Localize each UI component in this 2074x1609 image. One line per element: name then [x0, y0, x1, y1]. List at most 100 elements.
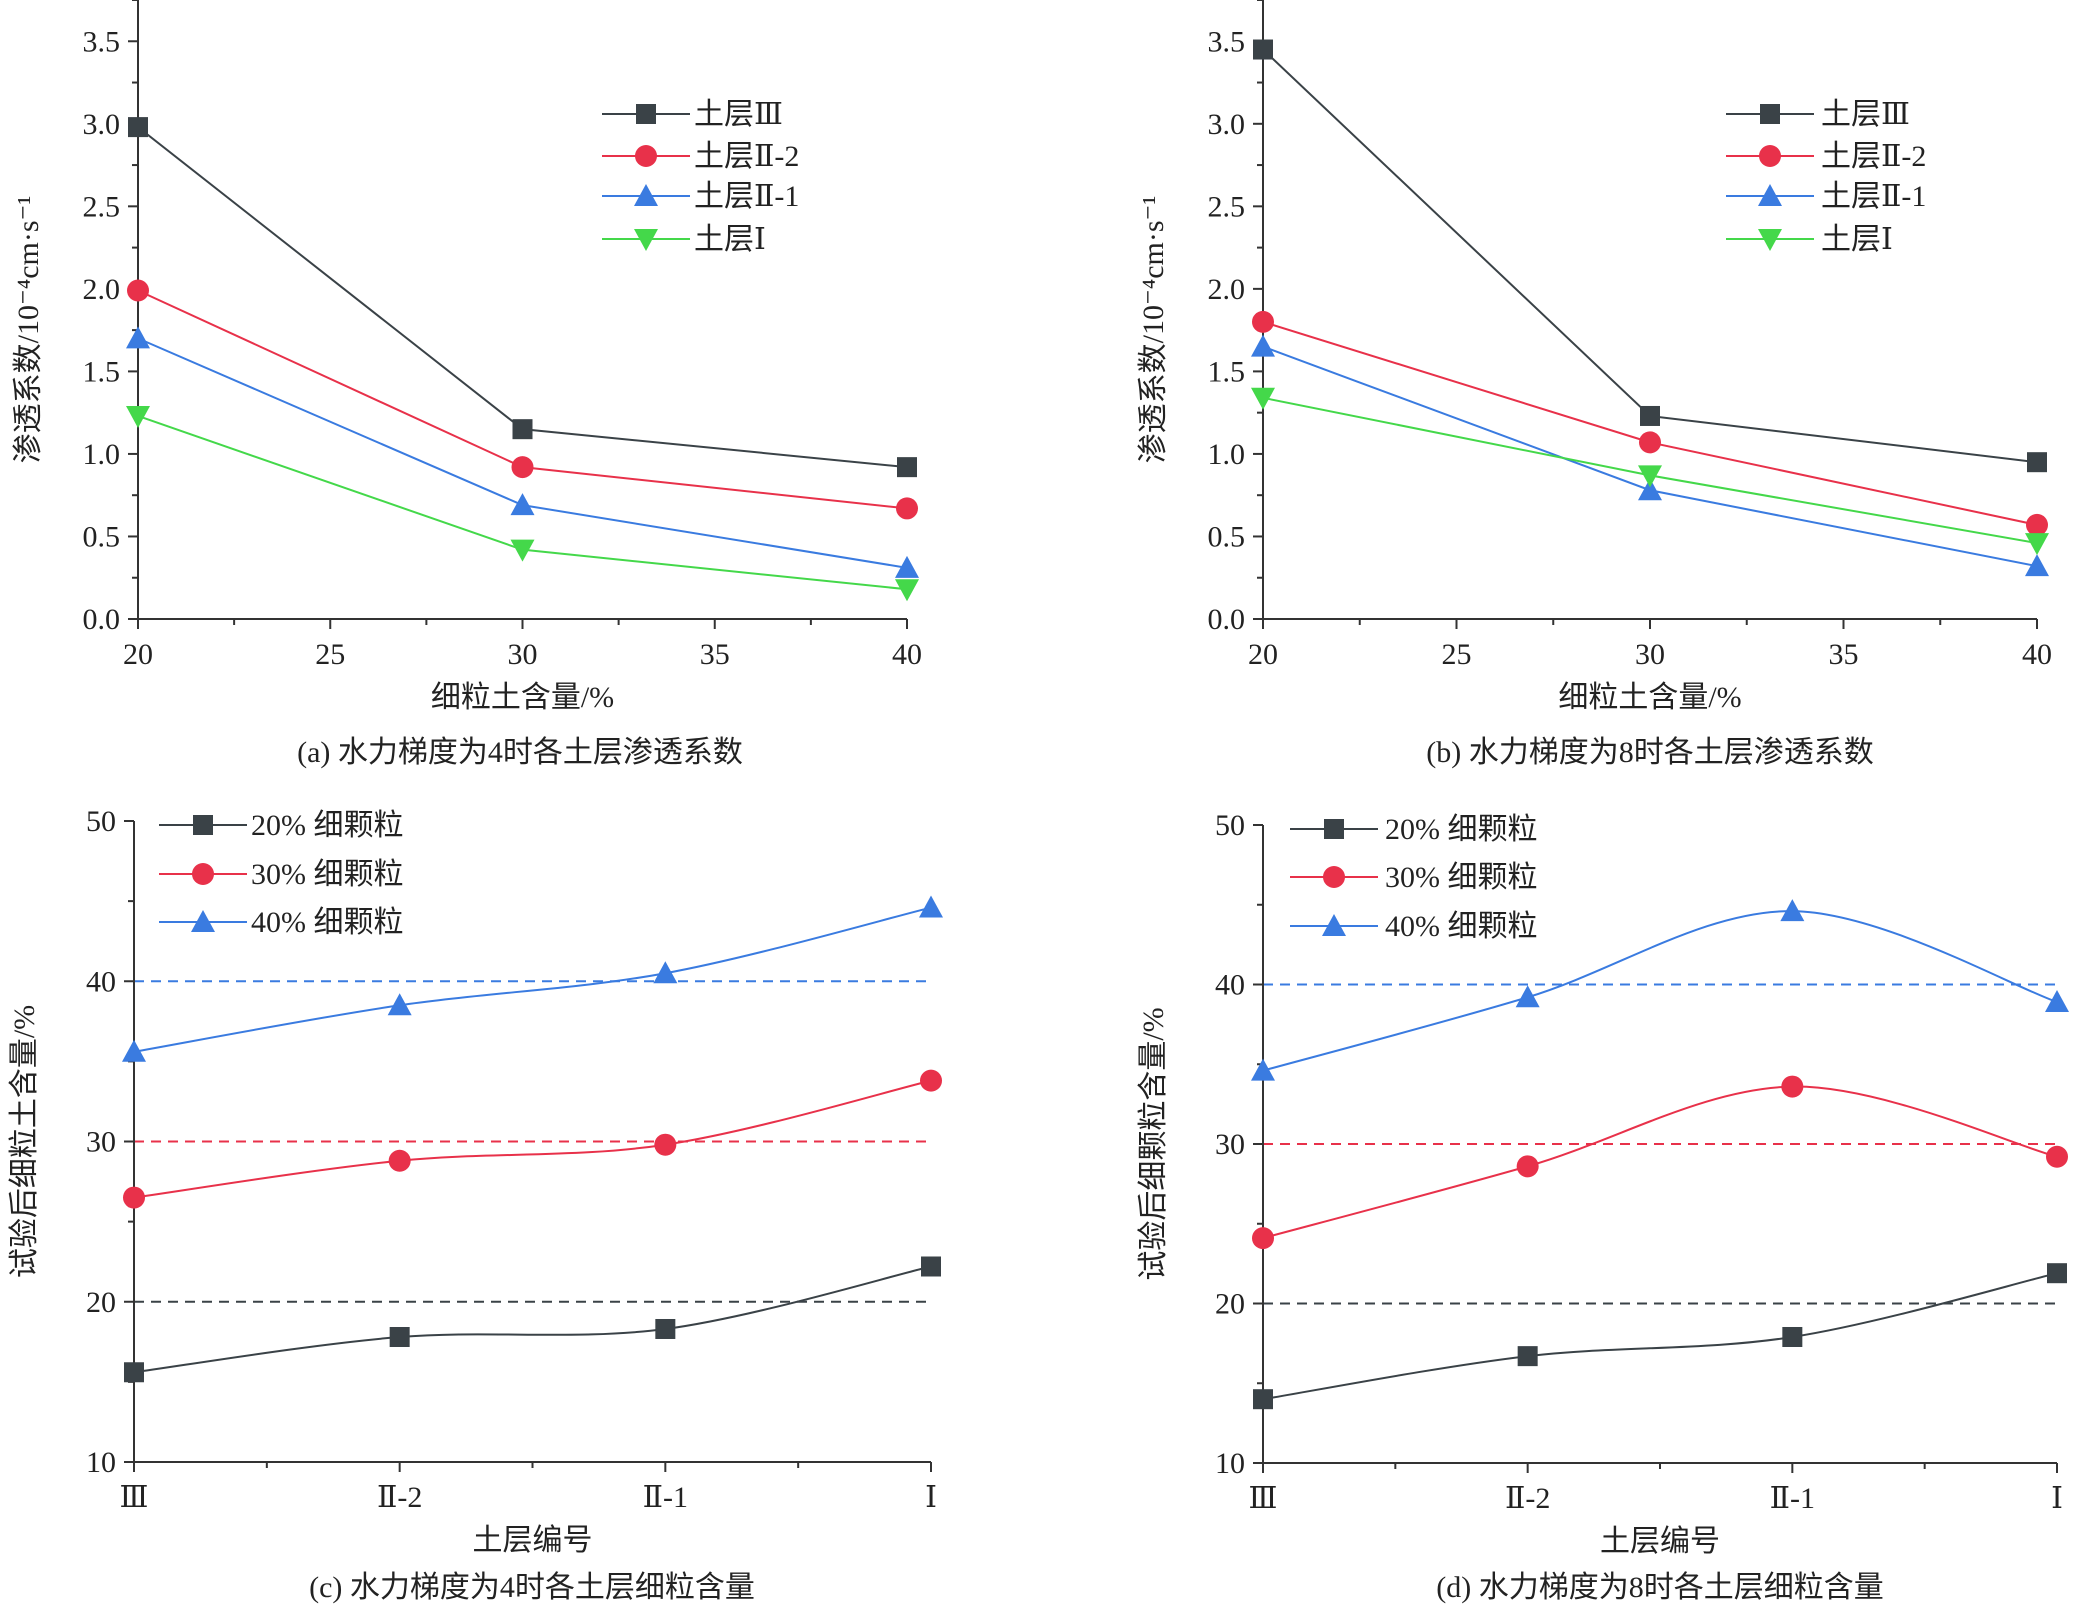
x-tick-label: Ⅲ: [1249, 1482, 1278, 1515]
data-point: [1638, 465, 1662, 488]
legend-entry: 30% 细颗粒: [159, 858, 404, 891]
data-point: [1252, 1227, 1274, 1250]
y-tick-label: 2.0: [83, 273, 121, 306]
data-point: [895, 579, 919, 602]
legend-entry: 30% 细颗粒: [1290, 861, 1538, 894]
x-axis-label: 细粒土含量/%: [1558, 681, 1741, 714]
data-point: [1640, 405, 1660, 426]
data-point: [126, 405, 150, 428]
data-point: [2025, 533, 2049, 556]
y-tick-label: 40: [1215, 969, 1245, 1002]
legend-label: 土层Ⅰ: [694, 223, 766, 256]
legend-marker: [1322, 914, 1346, 936]
series-line: [1262, 48, 2038, 464]
x-tick-label: Ⅱ-2: [377, 1481, 422, 1514]
legend-marker: [634, 184, 658, 206]
data-point: [897, 457, 917, 478]
y-tick-label: 0.5: [83, 520, 121, 553]
x-tick-label: 35: [700, 638, 730, 671]
series-line: [133, 1265, 932, 1374]
legend-label: 30% 细颗粒: [1385, 861, 1538, 894]
y-tick-label: 1.0: [1208, 438, 1246, 471]
y-tick-label: 20: [1215, 1288, 1245, 1321]
series-0: [124, 1256, 941, 1383]
data-point: [1251, 334, 1275, 357]
chart-caption: (a) 水力梯度为4时各土层渗透系数: [297, 736, 743, 769]
data-point: [1781, 1075, 1804, 1098]
y-tick-label: 50: [1215, 809, 1245, 842]
data-point: [1253, 39, 1273, 60]
legend-label: 土层Ⅱ-2: [1821, 140, 1926, 173]
data-point: [127, 279, 149, 302]
data-point: [2046, 1145, 2068, 1168]
series-2: [1251, 334, 2049, 577]
legend-entry: 土层Ⅱ-2: [602, 140, 799, 173]
x-tick-label: 25: [1442, 638, 1472, 671]
legend-label: 土层Ⅱ-2: [694, 140, 799, 173]
y-tick-label: 10: [86, 1446, 116, 1479]
x-tick-label: 30: [1635, 638, 1665, 671]
legend-label: 土层Ⅱ-1: [1821, 180, 1926, 213]
x-axis-label: 土层编号: [1600, 1525, 1720, 1558]
y-tick-label: 50: [86, 805, 116, 838]
chart-caption: (d) 水力梯度为8时各土层细粒含量: [1436, 1571, 1883, 1604]
data-point: [510, 539, 535, 562]
data-point: [921, 1256, 941, 1277]
series-3: [1251, 387, 2049, 556]
y-tick-label: 10: [1215, 1447, 1245, 1480]
y-axis-label: 渗透系数/10⁻⁴cm·s⁻¹: [12, 196, 45, 464]
data-point: [1251, 1058, 1275, 1081]
x-tick-label: Ⅰ: [925, 1481, 937, 1514]
data-point: [653, 961, 678, 984]
series-0: [1253, 1263, 2067, 1410]
legend-label: 30% 细颗粒: [251, 858, 404, 891]
legend-label: 土层Ⅲ: [1821, 98, 1910, 131]
data-point: [510, 493, 535, 516]
series-0: [1253, 39, 2047, 473]
data-point: [1639, 431, 1661, 454]
chart-caption: (b) 水力梯度为8时各土层渗透系数: [1426, 736, 1873, 769]
data-point: [2047, 1263, 2067, 1284]
x-tick-label: 40: [892, 638, 922, 671]
data-point: [1638, 478, 1662, 501]
series-line: [1262, 910, 2058, 1072]
data-point: [511, 456, 534, 479]
data-point: [1252, 310, 1274, 333]
x-tick-label: Ⅱ-2: [1505, 1482, 1550, 1515]
legend-entry: 40% 细颗粒: [1290, 910, 1538, 943]
series-2: [122, 895, 943, 1062]
y-tick-label: 40: [86, 965, 116, 998]
legend-marker: [636, 104, 656, 124]
y-axis-label: 试验后细粒土含量/%: [8, 1005, 41, 1278]
x-tick-label: 20: [1248, 638, 1278, 671]
data-point: [128, 117, 148, 138]
y-tick-label: 3.0: [83, 108, 121, 141]
series-1: [127, 279, 918, 520]
data-point: [2027, 452, 2047, 473]
y-tick-label: 0.0: [1208, 603, 1246, 636]
data-point: [896, 497, 918, 520]
x-tick-label: Ⅰ: [2051, 1482, 2063, 1515]
data-point: [1517, 1346, 1538, 1367]
y-tick-label: 2.0: [1208, 273, 1246, 306]
series-3: [126, 405, 919, 602]
data-point: [654, 1133, 677, 1156]
y-axis-label: 试验后细颗粒含量/%: [1137, 1007, 1170, 1280]
y-tick-label: 1.5: [83, 355, 121, 388]
x-axis-label: 细粒土含量/%: [431, 681, 614, 714]
data-point: [1780, 899, 1805, 922]
legend-marker: [1323, 866, 1345, 888]
legend-entry: 土层Ⅱ-1: [1726, 180, 1926, 213]
chart-panel-a: 0.0 0.5 1.0 1.5 2.0 2.5 3.0 3.5 20 25 30 35 40 细粒土含量/…: [12, 0, 922, 769]
series-line: [1262, 345, 2038, 568]
legend-entry: 20% 细颗粒: [1290, 813, 1538, 846]
data-point: [1253, 1389, 1273, 1410]
x-axis-label: 土层编号: [473, 1524, 593, 1557]
data-point: [126, 326, 150, 349]
legend-label: 土层Ⅱ-1: [694, 180, 799, 213]
x-tick-label: 35: [1829, 638, 1859, 671]
data-point: [512, 419, 533, 440]
data-point: [1515, 985, 1540, 1008]
legend-label: 20% 细颗粒: [1385, 813, 1538, 846]
